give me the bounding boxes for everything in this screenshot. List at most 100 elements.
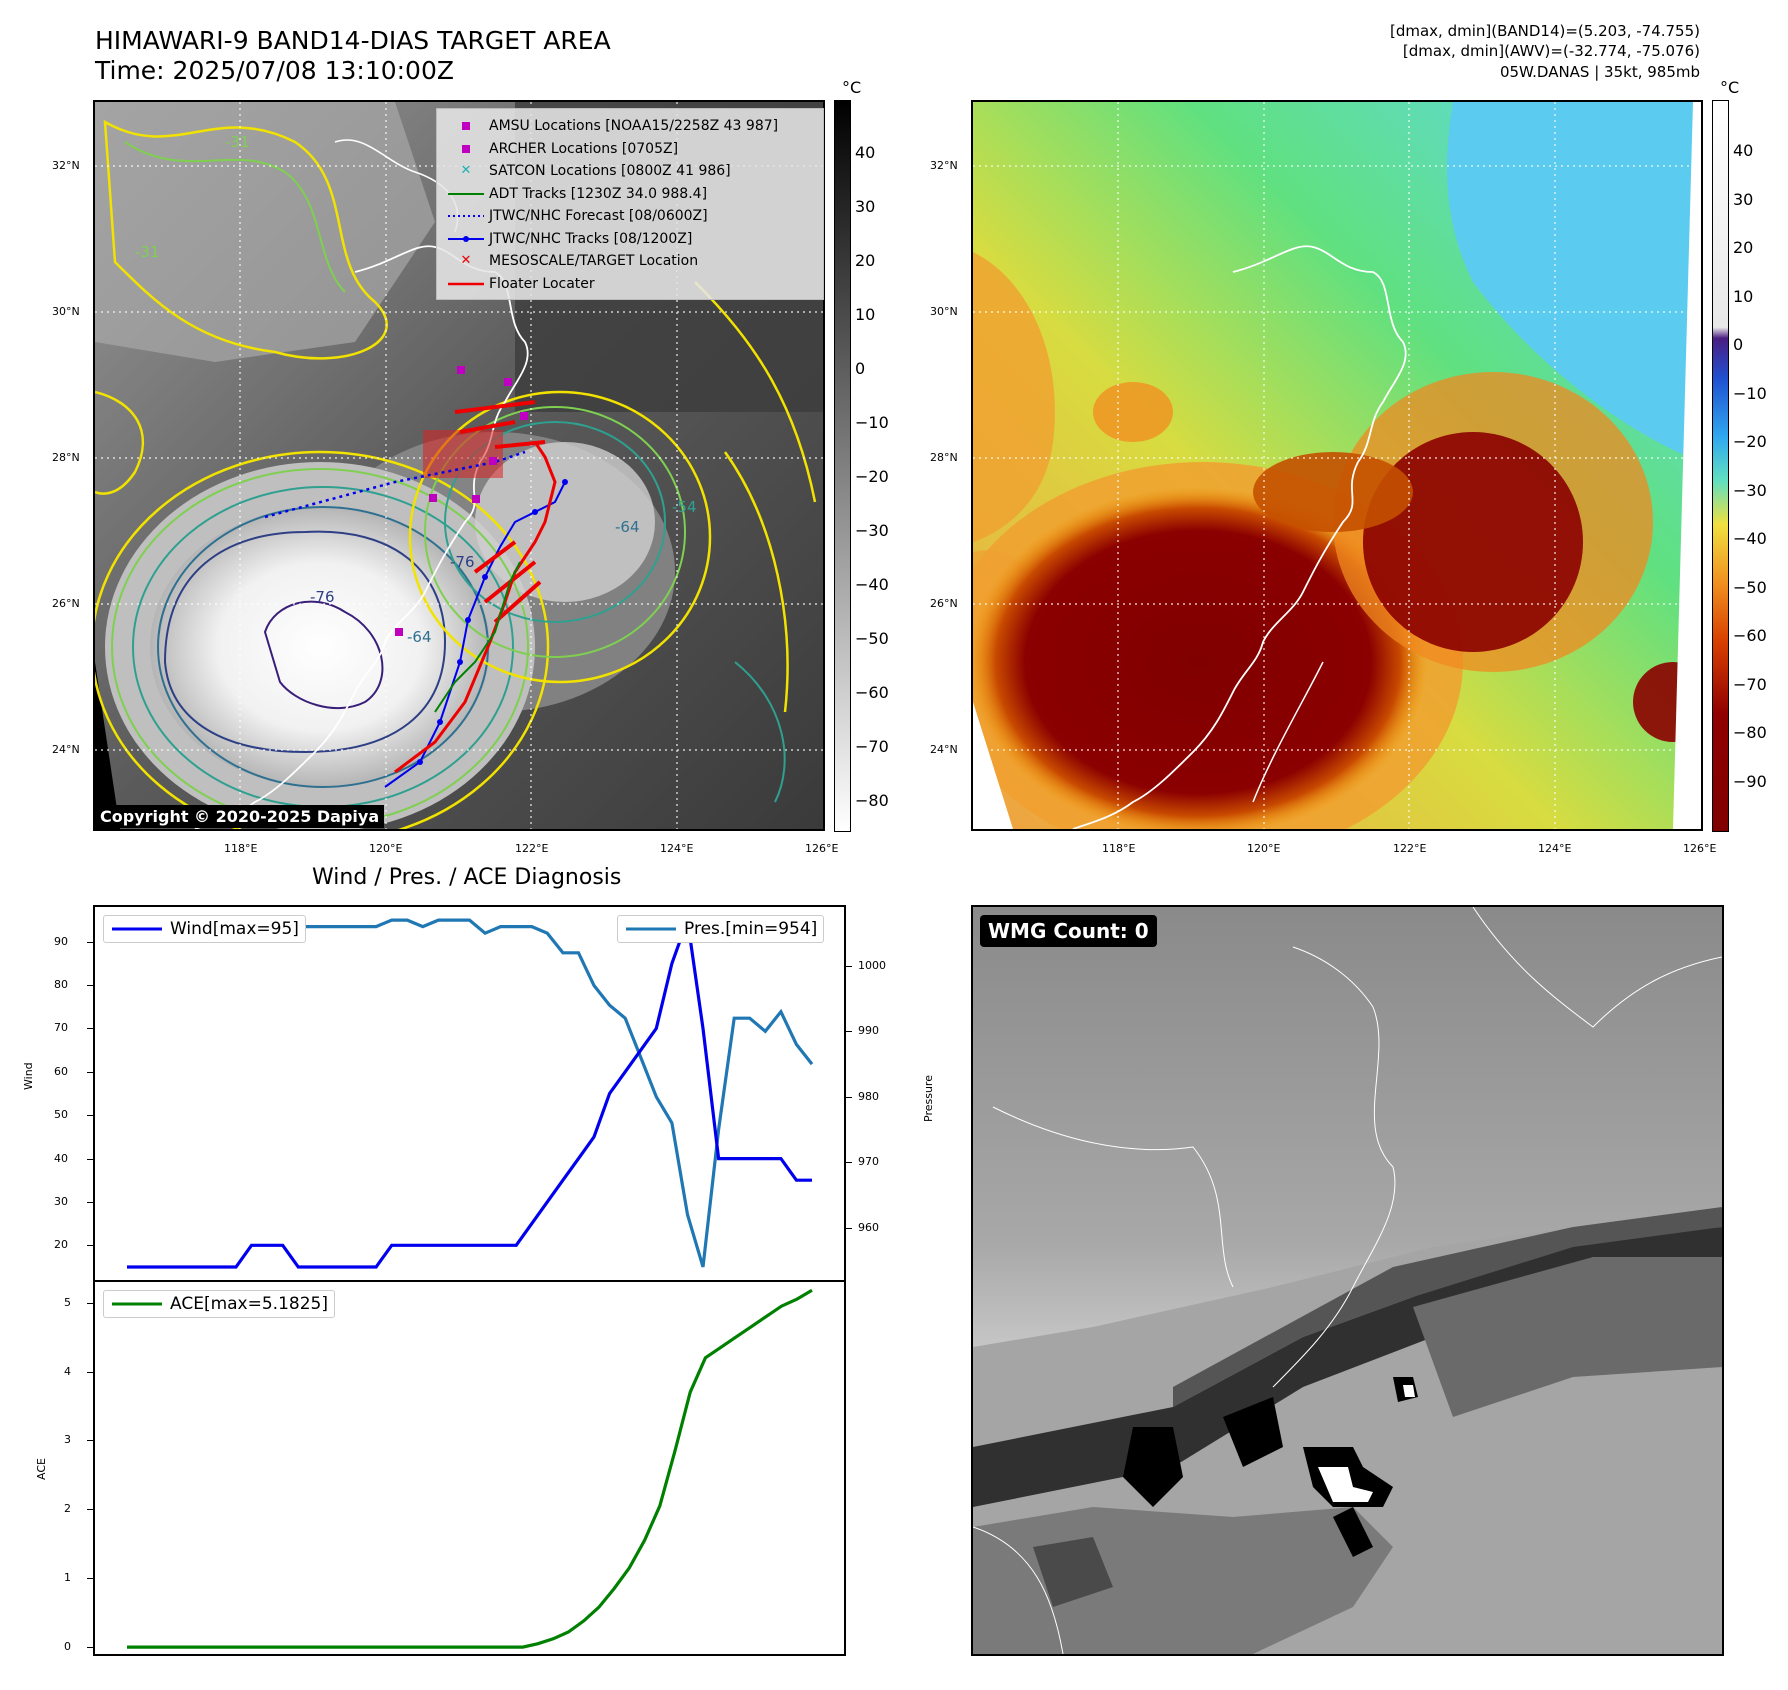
lon-label: 126°E [805, 842, 839, 855]
colorbar-tick: 40 [855, 143, 876, 162]
gray-colorbar [834, 100, 851, 832]
pressure-tick-mark [846, 1096, 852, 1098]
legend-item-amsu: AMSU Locations [NOAA15/2258Z 43 987] [443, 115, 817, 138]
info-band14: [dmax, dmin](BAND14)=(5.203, -74.755) [1389, 22, 1700, 40]
lon-label: 124°E [1538, 842, 1572, 855]
x-marker-icon: ✕ [460, 253, 472, 268]
floater-track [394, 441, 557, 774]
lat-label: 26°N [52, 597, 80, 610]
wind-tick-mark [87, 1115, 93, 1117]
pressure-tick: 980 [858, 1089, 879, 1103]
contour-label: -64 [407, 628, 432, 646]
lon-label: 120°E [369, 842, 403, 855]
lon-label: 118°E [1102, 842, 1136, 855]
ir-map-legend: AMSU Locations [NOAA15/2258Z 43 987] ARC… [436, 108, 824, 300]
wind-tick: 20 [54, 1238, 68, 1252]
contour-label: -54 [672, 498, 697, 516]
color-ir-map-panel [971, 100, 1703, 831]
legend-item-satcon: ✕ SATCON Locations [0800Z 41 986] [443, 160, 817, 183]
wind-tick: 90 [54, 934, 68, 948]
ace-legend-line-icon [112, 1302, 162, 1306]
lat-label: 30°N [52, 305, 80, 318]
colorbar-tick: 0 [855, 359, 866, 378]
colorbar-tick: −30 [1733, 480, 1767, 500]
ace-tick: 2 [64, 1502, 71, 1516]
ace-tick-mark [87, 1302, 93, 1304]
legend-item-adt: ADT Tracks [1230Z 34.0 988.4] [443, 183, 817, 206]
figure-time: Time: 2025/07/08 13:10:00Z [95, 56, 454, 85]
lat-label: 24°N [930, 743, 958, 756]
pressure-tick-mark [846, 965, 852, 967]
wind-tick-mark [87, 1245, 93, 1247]
pressure-axis-label: Pressure [922, 1075, 935, 1122]
wind-tick: 50 [54, 1108, 68, 1122]
legend-item-forecast: JTWC/NHC Forecast [08/0600Z] [443, 205, 817, 228]
gray-colorbar-unit: °C [842, 78, 862, 97]
legend-label: MESOSCALE/TARGET Location [489, 253, 699, 269]
pressure-tick: 990 [858, 1024, 879, 1038]
colorbar-tick: −40 [855, 575, 889, 594]
legend-label: Floater Locater [489, 275, 595, 292]
pressure-tick-mark [846, 1162, 852, 1164]
wind-tick-mark [87, 1071, 93, 1073]
ir-map-panel: -76 -76 -64 -64 -54 -31 -31 [93, 100, 825, 831]
ace-tick-mark [87, 1440, 93, 1442]
color-colorbar-unit: °C [1720, 78, 1740, 97]
wind-tick-mark [87, 985, 93, 987]
lat-label: 32°N [930, 159, 958, 172]
legend-label: ARCHER Locations [0705Z] [489, 140, 679, 157]
wind-tick-mark [87, 1158, 93, 1160]
figure-title: HIMAWARI-9 BAND14-DIAS TARGET AREA [95, 26, 611, 55]
legend-item-jtwc: JTWC/NHC Tracks [08/1200Z] [443, 228, 817, 251]
lon-label: 122°E [1393, 842, 1427, 855]
wmg-count-badge: WMG Count: 0 [980, 915, 1157, 947]
wind-tick-mark [87, 1028, 93, 1030]
ace-tick: 5 [64, 1295, 71, 1309]
pressure-legend-label: Pres.[min=954] [684, 919, 818, 939]
line-dot-icon [448, 235, 484, 242]
ace-tick: 1 [64, 1571, 71, 1585]
colorbar-tick: 30 [1733, 189, 1754, 209]
ace-legend-label: ACE[max=5.1825] [170, 1294, 328, 1314]
colorbar-tick: −30 [855, 521, 889, 540]
ace-panel [93, 1280, 846, 1656]
legend-item-floater: Floater Locater [443, 273, 817, 296]
colorbar-tick: −40 [1733, 529, 1767, 548]
lat-label: 30°N [930, 305, 958, 318]
wmg-panel [971, 905, 1724, 1656]
ace-axis-label: ACE [35, 1458, 48, 1480]
dotted-line-icon [448, 215, 484, 218]
colorbar-tick: 30 [855, 197, 876, 216]
line-marker-icon [448, 192, 484, 195]
lon-label: 118°E [224, 842, 258, 855]
wind-tick: 80 [54, 978, 68, 992]
lat-label: 26°N [930, 597, 958, 610]
pressure-tick-mark [846, 1031, 852, 1033]
lon-label: 120°E [1247, 842, 1281, 855]
lat-label: 32°N [52, 159, 80, 172]
ace-legend: ACE[max=5.1825] [103, 1290, 335, 1318]
ace-tick: 3 [64, 1433, 71, 1447]
lon-label: 126°E [1683, 842, 1717, 855]
lon-label: 122°E [515, 842, 549, 855]
info-awv: [dmax, dmin](AWV)=(-32.774, -75.076) [1402, 42, 1700, 60]
contour-label: -76 [450, 553, 475, 571]
color-ir-map-svg [973, 102, 1701, 829]
wind-tick: 60 [54, 1064, 68, 1078]
colorbar-tick: −70 [855, 737, 889, 756]
colorbar-tick: −60 [1733, 626, 1767, 645]
colorbar-tick: 20 [855, 251, 876, 270]
pressure-tick: 960 [858, 1220, 879, 1234]
colorbar-tick: −60 [855, 683, 889, 702]
colorbar-tick: 10 [855, 305, 876, 324]
ace-tick-mark [87, 1647, 93, 1649]
contour-label: -76 [310, 588, 335, 606]
colorbar-tick: −70 [1733, 674, 1767, 694]
pressure-legend: Pres.[min=954] [617, 915, 825, 943]
lat-label: 28°N [52, 451, 80, 464]
wind-legend: Wind[max=95] [103, 915, 306, 943]
contour-label: -31 [225, 133, 250, 151]
colorbar-tick: −90 [1733, 771, 1767, 791]
diagnosis-title: Wind / Pres. / ACE Diagnosis [312, 865, 622, 890]
x-marker-icon: ✕ [460, 163, 472, 178]
